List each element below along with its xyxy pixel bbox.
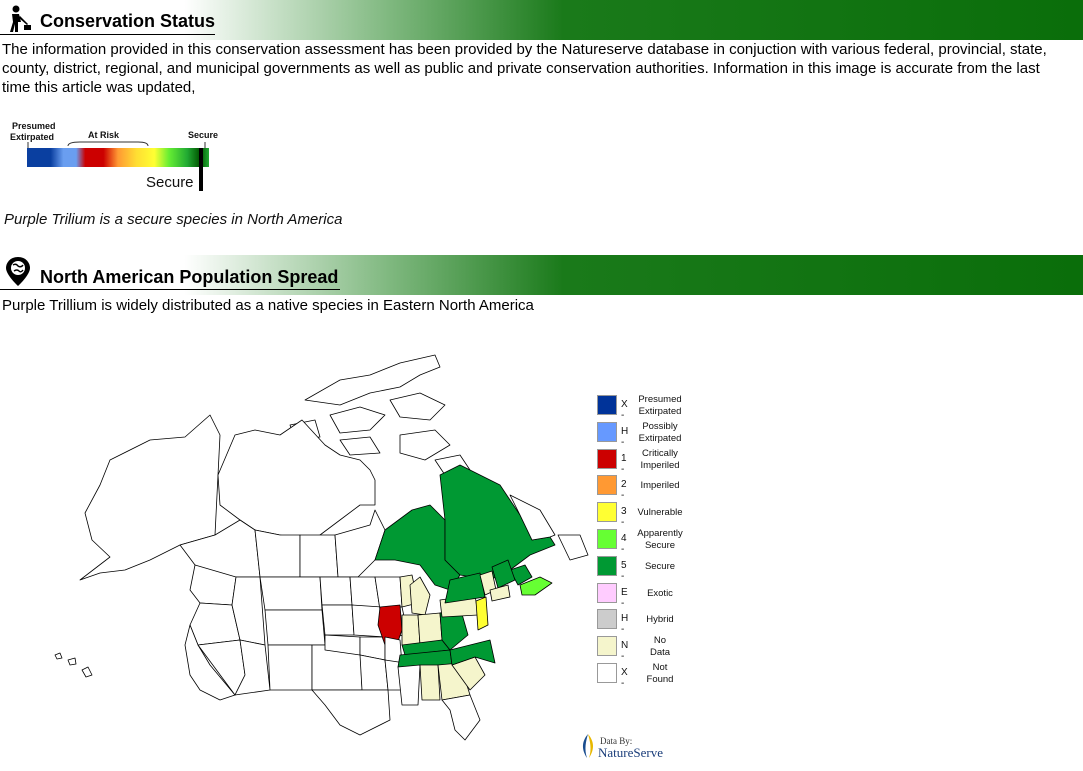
legend-swatch [597, 636, 617, 657]
legend-code: H - [621, 613, 629, 636]
credit-line2: NatureServe [598, 745, 663, 760]
status-sentence: Purple Trilium is a secure species in No… [4, 211, 343, 228]
legend-swatch [597, 609, 617, 630]
worker-icon [10, 5, 31, 32]
legend-label: Critically Imperiled [635, 448, 685, 472]
globe-pin-icon [6, 257, 30, 286]
legend-label: Not Found [635, 662, 685, 686]
legend-code: 5 - [621, 559, 627, 582]
status-scale-bar [27, 141, 209, 191]
legend-code: 1 - [621, 452, 627, 475]
spread-paragraph: Purple Trillium is widely distributed as… [2, 297, 534, 314]
legend-label-line: Apparently [637, 528, 683, 539]
legend-label: Vulnerable [635, 507, 685, 519]
legend-label-line: Possibly [642, 420, 678, 432]
intro-paragraph: The information provided in this conserv… [2, 41, 1047, 96]
legend-code: E - [621, 586, 628, 609]
legend-label-line: Secure [644, 540, 676, 551]
legend-swatch [597, 529, 617, 549]
credit-line1: Data By: [600, 736, 633, 746]
legend-label: Presumed Extirpated [635, 394, 685, 418]
legend-label: Apparently Secure [635, 528, 685, 552]
legend-label-line: Vulnerable [637, 507, 683, 519]
natureserve-logo-icon [582, 734, 594, 758]
legend-swatch [597, 663, 617, 683]
legend-label-line: Not [652, 662, 668, 673]
legend-label-line: Imperiled [640, 459, 680, 471]
legend-label-line: Secure [644, 560, 676, 572]
section-title-conservation: Conservation Status [40, 11, 216, 31]
legend-swatch [597, 395, 617, 415]
legend-swatch [597, 555, 617, 576]
legend-label: Secure [635, 561, 685, 573]
title-underline-2 [0, 289, 340, 290]
legend-label-line: Exotic [647, 587, 673, 599]
scale-label-extirpated: Extirpated [10, 132, 55, 142]
legend-swatch [597, 475, 617, 496]
legend-label: Exotic [635, 588, 685, 600]
legend-label: Possibly Extirpated [635, 421, 685, 445]
legend-label-line: Presumed [638, 394, 682, 405]
title-underline [0, 34, 215, 35]
legend-swatch [597, 448, 617, 469]
legend-label-line: Extirpated [638, 432, 682, 444]
legend-label-line: Imperiled [640, 480, 680, 492]
legend-code: X - [621, 667, 628, 689]
north-america-map [54, 354, 589, 741]
legend-code: H - [621, 425, 629, 448]
conservation-status-header [0, 0, 1083, 40]
legend-label: Hybrid [635, 614, 685, 626]
legend-label-line: Critically [642, 447, 678, 459]
legend-code: N - [621, 640, 629, 663]
population-spread-header [0, 255, 1083, 295]
legend-swatch [597, 502, 617, 523]
status-marker-label: Secure [146, 174, 194, 191]
legend-swatch [597, 421, 617, 442]
legend-label-line: Hybrid [646, 614, 674, 626]
legend-label-line: No [653, 635, 667, 647]
scale-label-at-risk: At Risk [88, 130, 120, 140]
scale-label-presumed: Presumed [12, 121, 56, 131]
legend-label: No Data [635, 635, 685, 659]
legend-code: 3 - [621, 506, 627, 529]
scale-label-secure: Secure [188, 130, 219, 140]
legend-code: 2 - [621, 479, 627, 502]
legend-label-line: Found [646, 674, 674, 685]
legend-code: X - [621, 399, 628, 421]
legend-code: 4 - [621, 533, 627, 555]
legend-swatch [597, 582, 617, 603]
legend-label-line: Data [649, 647, 671, 659]
section-title-population: North American Population Spread [40, 267, 339, 287]
legend-label: Imperiled [635, 480, 685, 492]
legend-label-line: Extirpated [638, 406, 682, 417]
